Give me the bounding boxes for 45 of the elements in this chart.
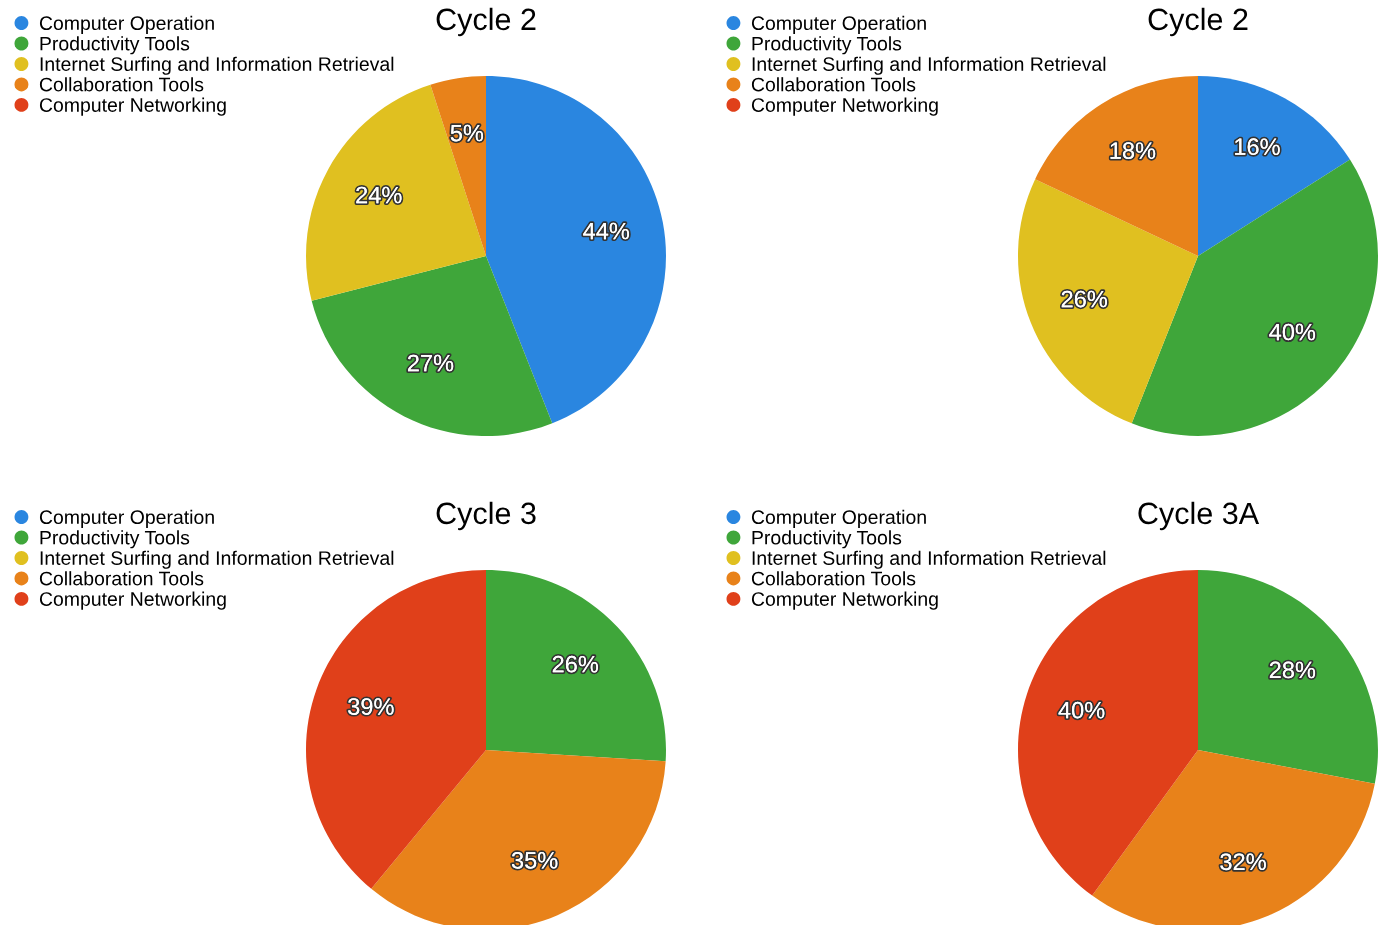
data-label: 35% xyxy=(511,851,558,869)
legend-label: Internet Surfing and Information Retrieval xyxy=(40,56,394,75)
data-label: 26% xyxy=(552,655,599,673)
data-label: 39% xyxy=(348,698,394,715)
legend-label: Computer Networking xyxy=(751,591,938,610)
legend-label: Internet Surfing and Information Retrieval xyxy=(752,56,1106,75)
data-label: 18% xyxy=(1110,142,1156,159)
legend-label: Collaboration Tools xyxy=(751,77,916,92)
legend-label: Computer Networking xyxy=(39,591,226,610)
data-label: 16% xyxy=(1235,138,1280,156)
chart-title: Cycle 3 xyxy=(436,501,536,531)
data-label: 40% xyxy=(1058,701,1105,719)
pie-slice xyxy=(1035,76,1198,256)
data-label: 28% xyxy=(1269,661,1316,679)
legend-label: Productivity Tools xyxy=(40,530,190,549)
legend-label: Productivity Tools xyxy=(752,36,902,55)
legend-label: Collaboration Tools xyxy=(39,571,204,586)
legend-label: Computer Operation xyxy=(751,509,926,528)
legend-label: Internet Surfing and Information Retrieval xyxy=(752,550,1106,569)
chart-title: Cycle 2 xyxy=(1148,7,1248,37)
pie-slice xyxy=(486,76,666,424)
data-label: 27% xyxy=(407,354,454,372)
data-label: 44% xyxy=(583,222,630,240)
data-label: 24% xyxy=(356,186,402,204)
data-label: 32% xyxy=(1220,853,1266,871)
chart-title: Cycle 2 xyxy=(436,7,536,37)
pie-slice xyxy=(1131,159,1378,436)
legend-label: Computer Operation xyxy=(39,15,214,34)
legend-label: Computer Operation xyxy=(751,15,926,34)
legend-label: Computer Operation xyxy=(39,509,214,528)
pie-slice xyxy=(306,84,486,301)
pie-slice xyxy=(311,256,553,436)
legend-label: Collaboration Tools xyxy=(751,571,916,586)
data-label: 5% xyxy=(450,124,484,142)
legend-label: Productivity Tools xyxy=(752,530,902,549)
data-label: 40% xyxy=(1269,323,1316,341)
legend-label: Internet Surfing and Information Retrieval xyxy=(40,550,394,569)
legend-label: Computer Networking xyxy=(39,97,226,116)
data-label: 26% xyxy=(1061,290,1107,308)
pie-slice xyxy=(1018,179,1198,424)
chart-title: Cycle 3A xyxy=(1138,501,1260,531)
legend-label: Collaboration Tools xyxy=(39,77,204,92)
pie-slice xyxy=(1198,76,1350,256)
legend-label: Computer Networking xyxy=(751,97,938,116)
legend-label: Productivity Tools xyxy=(40,36,190,55)
